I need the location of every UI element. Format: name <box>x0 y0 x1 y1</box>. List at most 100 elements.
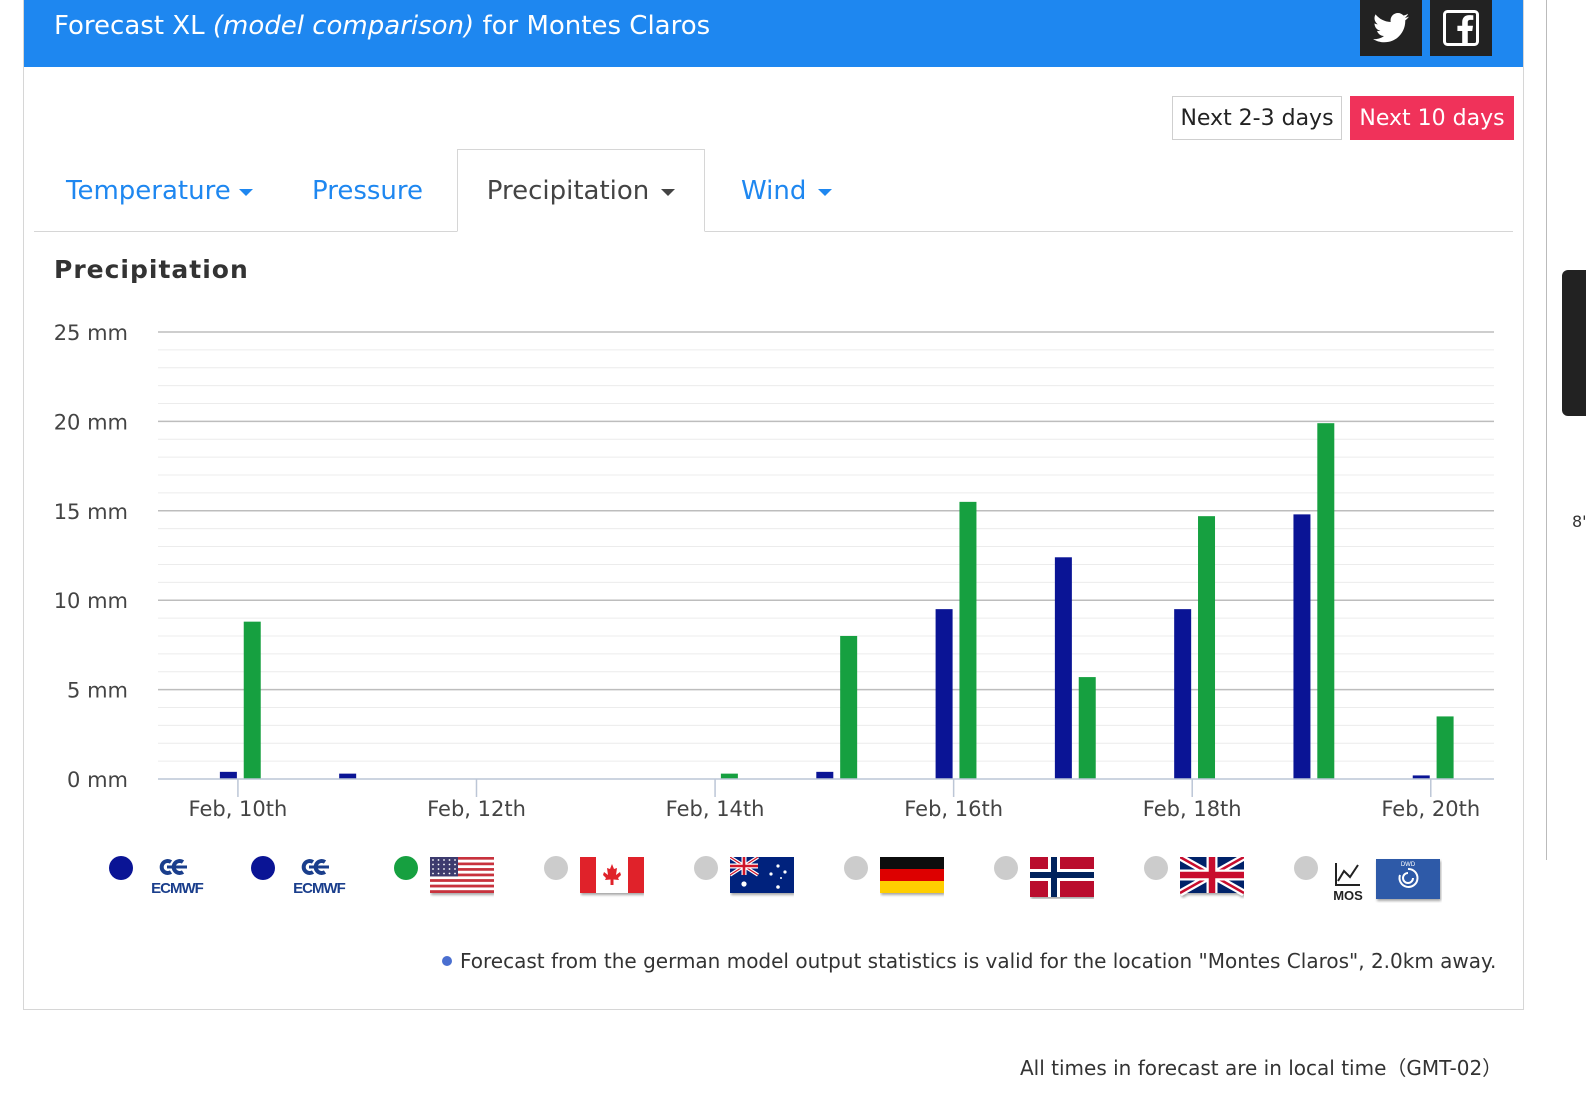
bar <box>1293 514 1311 779</box>
bar <box>1317 423 1335 779</box>
timezone-note: All times in forecast are in local time（… <box>1020 1056 1503 1080</box>
facebook-share-button[interactable] <box>1430 0 1492 56</box>
bar <box>840 635 858 779</box>
legend-item[interactable]: ECMWF <box>251 847 391 907</box>
x-tick-label: Feb, 20th <box>1381 797 1480 821</box>
usa-flag-icon <box>430 857 494 893</box>
y-tick-label: 0 mm <box>67 768 128 792</box>
footnote-text: Forecast from the german model output st… <box>460 949 1497 973</box>
bar <box>1078 677 1096 779</box>
legend-item[interactable] <box>844 847 984 907</box>
forecast-card: Forecast XL (model comparison) for Monte… <box>23 0 1524 1010</box>
bar <box>1174 609 1192 779</box>
legend-dot <box>844 856 868 880</box>
bar <box>243 621 261 779</box>
bars <box>219 423 1454 779</box>
canada-flag-icon <box>580 857 644 893</box>
logo-text: ECMWF <box>151 880 203 897</box>
legend-item[interactable] <box>994 847 1134 907</box>
australia-flag-icon <box>730 857 794 893</box>
next-10-days-button[interactable]: Next 10 days <box>1350 96 1514 140</box>
logo-text: MOS <box>1333 888 1363 903</box>
norway-flag-icon <box>1030 857 1094 897</box>
minor-gridlines <box>158 349 1494 762</box>
chevron-down-icon <box>818 189 833 196</box>
bar <box>720 773 738 779</box>
logo-text: DWD <box>1401 862 1416 868</box>
x-axis-ticks <box>237 779 1432 797</box>
germany-flag-icon <box>880 857 944 893</box>
model-legend: ECMWF ECMWF MOS DWD <box>24 847 1523 917</box>
tab-temperature-label: Temperature <box>66 175 231 206</box>
legend-dot <box>694 856 718 880</box>
x-tick-label: Feb, 18th <box>1143 797 1242 821</box>
bar <box>959 501 977 779</box>
x-tick-label: Feb, 10th <box>189 797 288 821</box>
x-tick-label: Feb, 12th <box>427 797 526 821</box>
uk-flag-icon <box>1180 857 1244 897</box>
adjacent-page-edge: 8' <box>1544 0 1586 1098</box>
legend-item[interactable]: ECMWF <box>109 847 249 907</box>
y-tick-label: 10 mm <box>54 589 128 613</box>
title-prefix: Forecast XL <box>54 11 205 41</box>
bar <box>1198 516 1216 779</box>
legend-dot <box>109 856 133 880</box>
legend-dot <box>994 856 1018 880</box>
legend-dot <box>394 856 418 880</box>
legend-item[interactable] <box>394 847 534 907</box>
legend-dot <box>1294 856 1318 880</box>
y-tick-label: 20 mm <box>54 410 128 434</box>
bullet-icon <box>442 955 452 966</box>
tab-wind[interactable]: Wind <box>741 149 833 232</box>
card-header: Forecast XL (model comparison) for Monte… <box>24 0 1523 67</box>
mos-footnote: Forecast from the german model output st… <box>442 949 1496 973</box>
x-axis-labels: Feb, 10th Feb, 12th Feb, 14th Feb, 16th Feb,… <box>189 797 1481 821</box>
tab-pressure[interactable]: Pressure <box>312 149 423 232</box>
tab-temperature[interactable]: Temperature <box>66 149 253 232</box>
ecmwf-logo: ECMWF <box>151 859 205 897</box>
y-tick-label: 5 mm <box>67 679 128 703</box>
tabs-divider <box>34 231 1513 232</box>
bar <box>339 773 357 779</box>
legend-dot <box>544 856 568 880</box>
twitter-share-button[interactable] <box>1360 0 1422 56</box>
logo-text: ECMWF <box>293 880 345 897</box>
twitter-icon <box>1373 12 1409 42</box>
major-gridlines <box>158 331 1494 691</box>
mos-dwd-logo: MOS DWD <box>1333 859 1440 903</box>
ecmwf-logo: ECMWF <box>293 859 347 897</box>
bar <box>816 771 834 779</box>
title-italic: (model comparison) <box>212 11 475 41</box>
chevron-down-icon <box>661 189 676 196</box>
next-2-3-days-button[interactable]: Next 2-3 days <box>1172 96 1342 140</box>
x-tick-label: Feb, 16th <box>904 797 1003 821</box>
bar <box>1412 775 1430 779</box>
chart-title: Precipitation <box>54 255 249 284</box>
chevron-down-icon <box>238 189 253 196</box>
title-suffix: for Montes Claros <box>482 11 711 41</box>
legend-item[interactable]: MOS DWD <box>1294 847 1440 907</box>
facebook-icon <box>1443 9 1479 46</box>
legend-dot <box>251 856 275 880</box>
x-tick-label: Feb, 14th <box>666 797 765 821</box>
tab-precipitation[interactable]: Precipitation <box>457 149 705 232</box>
tab-wind-label: Wind <box>741 175 807 206</box>
tab-precipitation-label: Precipitation <box>486 175 650 206</box>
legend-item[interactable] <box>1144 847 1284 907</box>
tab-pressure-label: Pressure <box>312 175 424 206</box>
y-axis-labels: 0 mm 5 mm 10 mm 15 mm 20 mm 25 mm <box>54 321 128 792</box>
adjacent-dark-panel <box>1562 270 1586 416</box>
legend-item[interactable] <box>544 847 684 907</box>
bar <box>219 771 237 779</box>
bar <box>935 609 953 779</box>
page-title: Forecast XL (model comparison) for Monte… <box>54 11 710 41</box>
bar <box>1436 716 1454 779</box>
bar <box>1054 557 1072 779</box>
y-tick-label: 15 mm <box>54 500 128 524</box>
legend-dot <box>1144 856 1168 880</box>
y-tick-label: 25 mm <box>54 321 128 345</box>
legend-item[interactable] <box>694 847 834 907</box>
adjacent-text: 8' <box>1572 512 1586 531</box>
